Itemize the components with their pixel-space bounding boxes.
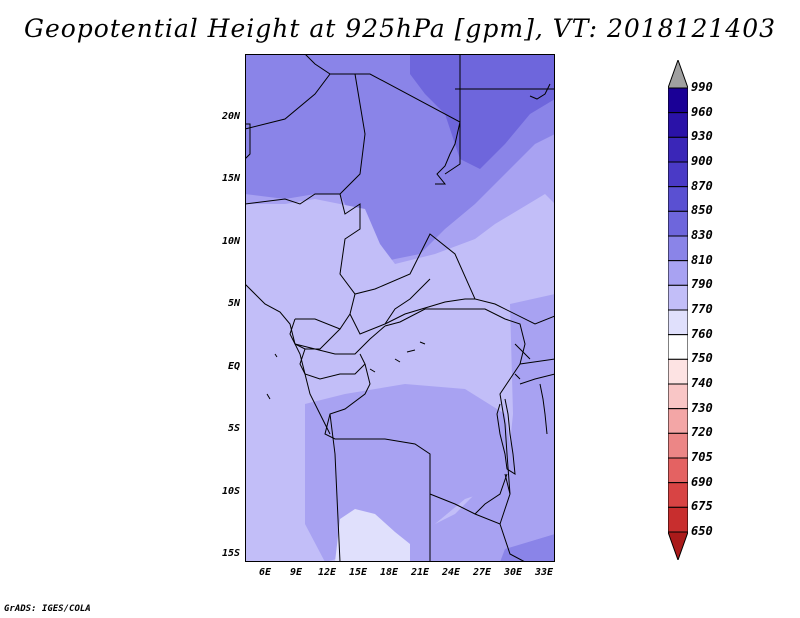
colorbar-top-arrow xyxy=(667,58,689,89)
colorbar-label: 870 xyxy=(691,178,713,193)
map-panel xyxy=(245,54,555,562)
colorbar-swatch xyxy=(667,383,689,410)
colorbar-label: 690 xyxy=(691,474,713,489)
colorbar-label: 750 xyxy=(691,351,713,366)
colorbar-label: 740 xyxy=(691,376,713,390)
lon-label-33e: 33E xyxy=(534,567,554,578)
lat-label-5n: 5N xyxy=(227,298,240,309)
colorbar xyxy=(667,58,689,562)
lat-label-10s: 10S xyxy=(221,486,240,497)
lat-label-20n: 20N xyxy=(221,111,240,122)
colorbar-label: 930 xyxy=(691,129,713,144)
lon-label-27e: 27E xyxy=(472,567,492,578)
colorbar-label: 830 xyxy=(691,228,713,242)
colorbar-swatch xyxy=(667,334,689,360)
colorbar-swatch xyxy=(667,309,689,336)
colorbar-swatch xyxy=(667,260,689,286)
footer-credit: GrADS: IGES/COLA xyxy=(4,604,91,614)
colorbar-label: 770 xyxy=(691,302,713,316)
height-770-region-south xyxy=(335,509,410,562)
country-borders xyxy=(245,54,555,562)
colorbar-swatch xyxy=(667,358,689,385)
colorbar-label: 720 xyxy=(691,425,713,440)
lat-label-15s: 15S xyxy=(221,548,240,559)
lon-label-21e: 21E xyxy=(410,567,430,578)
colorbar-label: 650 xyxy=(691,524,713,538)
colorbar-swatch xyxy=(667,87,689,114)
colorbar-swatch xyxy=(667,432,689,459)
coastline xyxy=(245,83,551,475)
lon-label-15e: 15E xyxy=(348,567,368,578)
colorbar-swatch xyxy=(667,284,689,311)
colorbar-label: 675 xyxy=(691,499,713,514)
colorbar-swatch xyxy=(667,482,689,508)
colorbar-label: 730 xyxy=(691,400,713,415)
height-850-region-north xyxy=(410,54,555,169)
colorbar-label: 900 xyxy=(691,154,713,168)
lon-label-6e: 6E xyxy=(258,567,272,578)
colorbar-swatch xyxy=(667,210,689,237)
lon-label-24e: 24E xyxy=(441,567,461,578)
colorbar-swatch xyxy=(667,136,689,163)
colorbar-label: 990 xyxy=(691,80,713,94)
lat-label-10n: 10N xyxy=(221,236,240,247)
colorbar-label: 790 xyxy=(691,277,713,292)
colorbar-swatch xyxy=(667,457,689,484)
colorbar-swatch xyxy=(667,186,689,212)
colorbar-label: 810 xyxy=(691,252,713,267)
colorbar-label: 760 xyxy=(691,326,713,341)
height-850-region-se xyxy=(500,534,555,562)
colorbar-swatch xyxy=(667,112,689,138)
colorbar-swatch xyxy=(667,161,689,188)
lat-label-15n: 15N xyxy=(221,173,240,184)
colorbar-label: 705 xyxy=(691,450,713,464)
lat-label-eq: EQ xyxy=(227,361,240,372)
lon-label-9e: 9E xyxy=(289,567,303,578)
colorbar-swatch xyxy=(667,235,689,262)
colorbar-bottom-arrow xyxy=(667,531,689,562)
lat-label-5s: 5S xyxy=(227,423,240,434)
lon-label-12e: 12E xyxy=(317,567,337,578)
colorbar-label: 850 xyxy=(691,203,713,218)
map-frame xyxy=(245,54,555,562)
lon-label-30e: 30E xyxy=(503,567,523,578)
lon-label-18e: 18E xyxy=(379,567,399,578)
colorbar-swatch xyxy=(667,408,689,434)
geopotential-map xyxy=(245,54,555,562)
colorbar-label: 960 xyxy=(691,104,713,119)
plot-title: Geopotential Height at 925hPa [gpm], VT:… xyxy=(23,14,777,43)
colorbar-swatch xyxy=(667,506,689,533)
colorbar-graphic xyxy=(667,58,689,562)
